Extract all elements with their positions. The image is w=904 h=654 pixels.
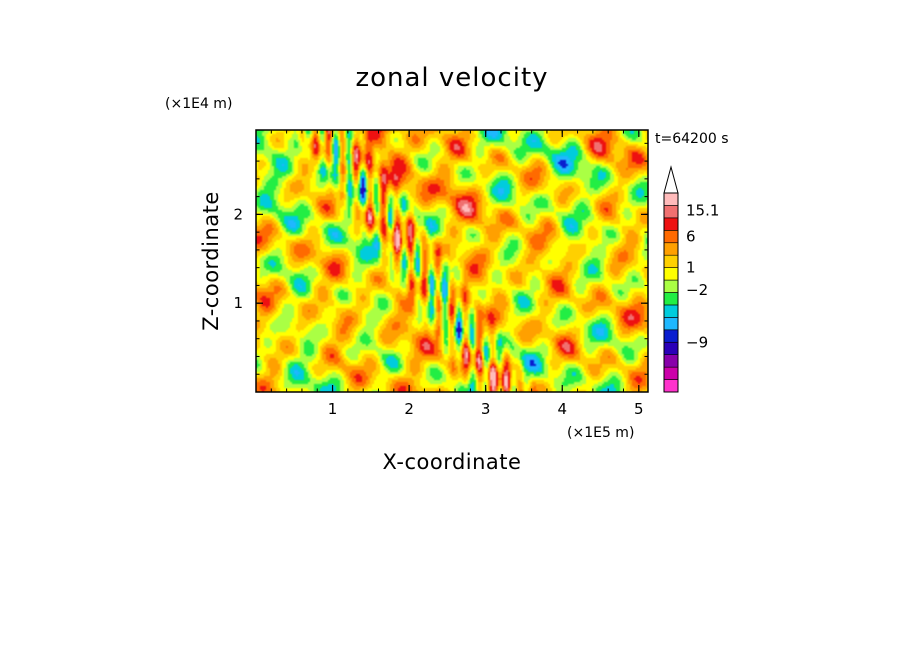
x-scale-label: (×1E5 m) bbox=[567, 425, 634, 441]
colorbar-swatch bbox=[663, 354, 679, 368]
colorbar-swatch bbox=[663, 192, 679, 206]
plot-frame bbox=[255, 129, 649, 393]
x-tick-label: 4 bbox=[557, 400, 567, 418]
y-scale-label: (×1E4 m) bbox=[165, 96, 232, 112]
colorbar-swatch bbox=[663, 242, 679, 256]
x-tick-label: 5 bbox=[634, 400, 644, 418]
colorbar-swatch bbox=[663, 217, 679, 231]
colorbar-swatch bbox=[663, 341, 679, 355]
colorbar-frame bbox=[663, 192, 679, 393]
x-tick-label: 3 bbox=[481, 400, 491, 418]
colorbar-swatch bbox=[663, 366, 679, 380]
colorbar-swatch bbox=[663, 292, 679, 306]
colorbar-swatch bbox=[663, 304, 679, 318]
colorbar-label: 15.1 bbox=[686, 201, 719, 219]
y-axis-ticks: 12 bbox=[233, 142, 648, 375]
heatmap-image bbox=[256, 130, 648, 392]
chart-title: zonal velocity bbox=[355, 63, 548, 93]
x-tick-label: 2 bbox=[404, 400, 414, 418]
x-axis-label: X-coordinate bbox=[383, 450, 522, 474]
colorbar-label: −9 bbox=[686, 333, 708, 351]
colorbar-swatch bbox=[663, 230, 679, 244]
colorbar-swatch bbox=[663, 279, 679, 293]
colorbar: 15.1 6 1 −2 −9 bbox=[663, 165, 719, 393]
time-label: t=64200 s bbox=[655, 131, 729, 147]
colorbar-swatch bbox=[663, 317, 679, 331]
colorbar-swatch bbox=[663, 254, 679, 268]
y-tick-label: 1 bbox=[233, 294, 243, 312]
colorbar-label: 1 bbox=[686, 259, 696, 277]
colorbar-swatch bbox=[663, 379, 679, 393]
colorbar-label: 6 bbox=[686, 228, 696, 246]
colorbar-extend-arrow bbox=[663, 165, 679, 194]
y-tick-label: 2 bbox=[233, 205, 243, 223]
heatmap-field bbox=[256, 130, 648, 392]
colorbar-label: −2 bbox=[686, 281, 708, 299]
colorbar-swatch bbox=[663, 267, 679, 281]
y-axis-label: Z-coordinate bbox=[199, 191, 223, 331]
colorbar-swatch bbox=[663, 329, 679, 343]
x-tick-label: 1 bbox=[328, 400, 338, 418]
x-axis-ticks: 1 2 3 4 5 bbox=[270, 130, 644, 418]
colorbar-swatch bbox=[663, 205, 679, 219]
